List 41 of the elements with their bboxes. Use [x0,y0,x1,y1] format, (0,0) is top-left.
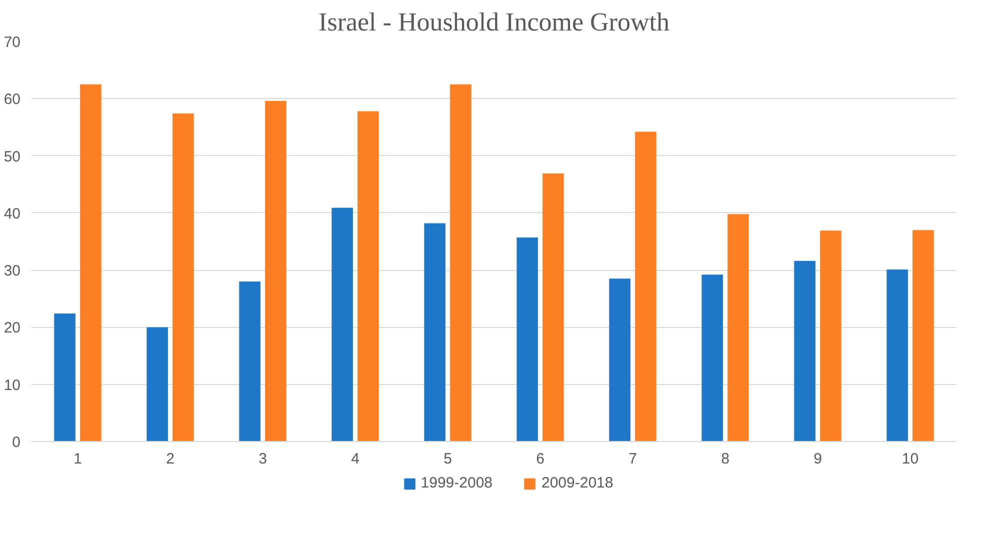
bar [450,84,472,442]
y-tick-label: 10 [4,376,21,394]
x-tick-label: 1 [74,450,82,468]
x-tick-label: 3 [258,450,267,468]
x-tick-label: 7 [628,450,637,468]
bar [424,223,446,442]
y-tick-label: 50 [4,148,21,166]
legend-label: 2009-2018 [542,474,614,492]
chart-title: Israel - Houshold Income Growth [318,8,670,36]
bar [912,230,934,442]
y-tick-label: 0 [12,434,20,451]
bar [702,274,723,442]
y-tick-label: 70 [4,34,21,51]
x-tick-label: 10 [902,450,919,468]
bar [728,214,749,442]
y-tick-label: 60 [4,91,21,108]
bar [542,174,564,442]
x-tick-label: 8 [721,450,730,468]
y-tick-label: 30 [4,262,21,280]
y-tick-label: 20 [4,320,21,337]
x-tick-label: 2 [166,450,174,468]
bar [172,114,194,442]
legend-label: 1999-2008 [420,474,492,492]
bar [358,111,379,442]
bar [820,230,842,442]
x-tick-label: 6 [536,450,544,468]
bar [886,270,908,442]
bar [265,100,286,442]
bar [794,260,816,442]
bar [239,282,260,442]
x-tick-label: 9 [814,450,822,468]
bar [609,278,630,442]
bar [516,238,538,442]
bar [332,208,353,442]
bar [146,327,168,442]
bar [80,84,102,442]
x-tick-label: 4 [351,450,360,468]
x-tick-label: 5 [444,450,452,468]
bar [54,314,76,442]
y-tick-label: 40 [4,205,21,222]
bar [635,132,656,442]
